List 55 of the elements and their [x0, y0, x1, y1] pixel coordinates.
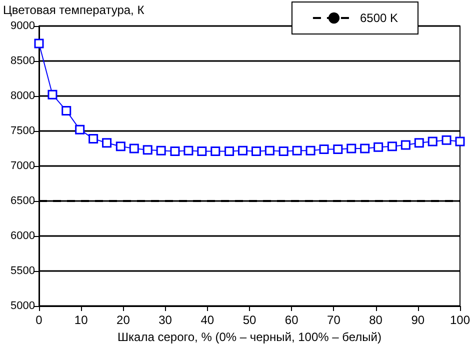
point [360, 144, 370, 154]
point [278, 146, 288, 156]
point [156, 146, 166, 156]
point [129, 144, 139, 154]
x-tick-label: 50 [242, 313, 256, 327]
x-tick-label: 60 [284, 313, 299, 327]
x-tick-label: 100 [450, 313, 470, 327]
point [455, 136, 465, 146]
point [197, 146, 207, 156]
x-tick-label: 70 [327, 313, 341, 327]
point [333, 144, 343, 154]
point [48, 90, 58, 100]
point [102, 138, 112, 148]
point [238, 146, 248, 156]
point [116, 142, 126, 152]
y-tick-label: 7500 [10, 125, 35, 137]
point [400, 140, 410, 150]
legend-label: 6500 K [360, 11, 398, 25]
point [88, 134, 98, 144]
point [142, 145, 152, 155]
x-axis-title: Шкала серого, % (0% – черный, 100% – белый) [118, 330, 382, 344]
point [170, 146, 180, 156]
y-axis-title: Цветовая температура, К [3, 3, 144, 17]
y-tick-label: 9000 [10, 20, 35, 32]
point [414, 138, 424, 148]
point [75, 124, 85, 134]
point [184, 146, 194, 156]
point [346, 144, 356, 154]
y-tick-label: 7000 [10, 160, 35, 172]
y-tick-label: 6500 [10, 195, 35, 207]
point [34, 38, 44, 48]
y-tick-label: 6000 [10, 230, 35, 242]
point [210, 146, 220, 156]
point [319, 144, 329, 154]
y-tick-label: 5500 [10, 265, 35, 277]
point [442, 135, 452, 145]
x-tick-label: 10 [74, 313, 88, 327]
point [387, 142, 397, 152]
point [264, 146, 274, 156]
x-tick-label: 40 [200, 313, 214, 327]
x-tick-label: 90 [411, 313, 425, 327]
point [292, 146, 302, 156]
point [374, 142, 384, 152]
y-tick-label: 8500 [10, 55, 35, 67]
point [251, 146, 261, 156]
point [62, 106, 72, 116]
y-tick-label: 5000 [10, 300, 35, 312]
x-tick-label: 80 [369, 313, 383, 327]
point [224, 146, 234, 156]
point [306, 146, 316, 156]
x-tick-label: 30 [158, 313, 172, 327]
point [428, 136, 438, 146]
x-tick-label: 20 [116, 313, 130, 327]
y-tick-label: 8000 [10, 90, 35, 102]
x-tick-label: 0 [36, 313, 43, 327]
